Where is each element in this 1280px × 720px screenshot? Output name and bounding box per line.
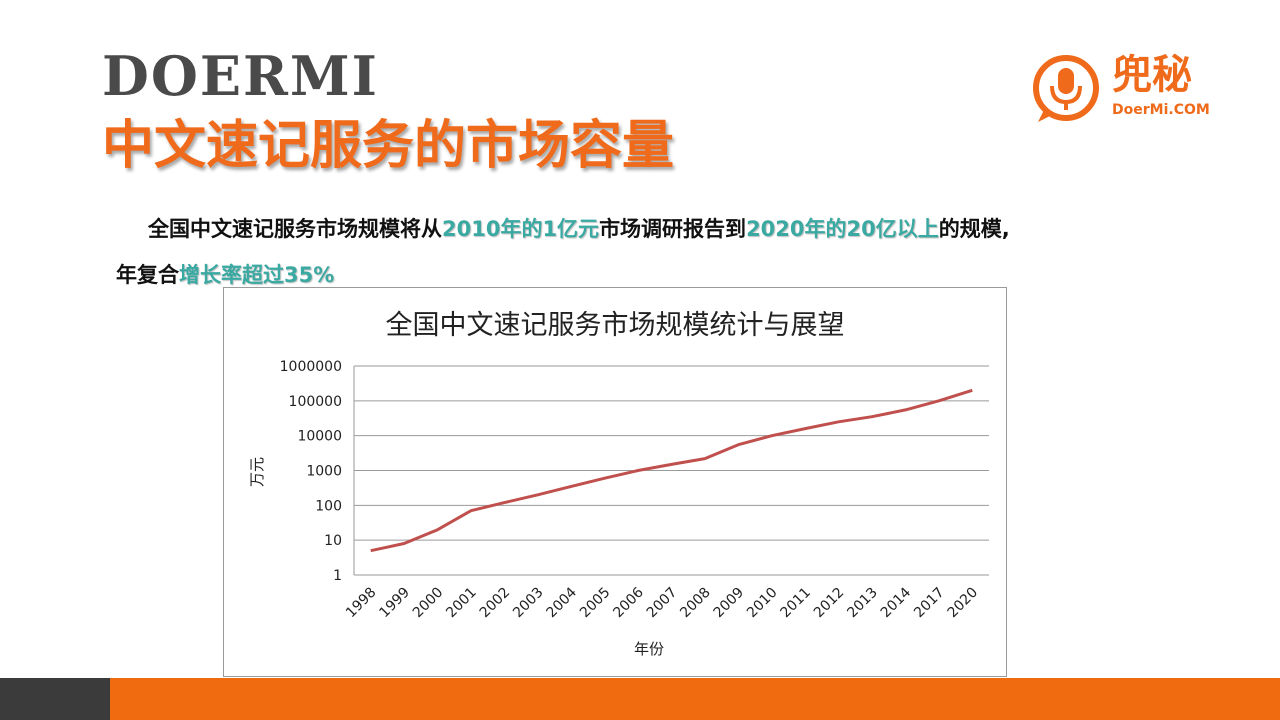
x-tick-label: 2000 xyxy=(410,585,447,622)
footer-bar-accent xyxy=(110,678,1280,720)
x-tick-label: 2007 xyxy=(644,585,681,622)
company-logo: 兜秘 DoerMi.COM xyxy=(1030,52,1220,124)
y-tick-label: 1000000 xyxy=(280,359,342,375)
x-tick-label: 2004 xyxy=(544,584,581,621)
x-tick-label: 2008 xyxy=(677,585,714,622)
intro-text: 全国中文速记服务市场规模将从 xyxy=(148,217,442,241)
footer-bar-dark xyxy=(0,678,110,720)
market-size-chart: 全国中文速记服务市场规模统计与展望 1 10 100 1000 10000 100000 1… xyxy=(223,287,1007,677)
brand-name: DOERMI xyxy=(102,44,379,108)
chart-canvas: 全国中文速记服务市场规模统计与展望 1 10 100 1000 10000 100000 1… xyxy=(248,310,989,658)
chart-title: 全国中文速记服务市场规模统计与展望 xyxy=(386,310,845,341)
page-title: 中文速记服务的市场容量 xyxy=(102,116,675,176)
x-tick-label: 2002 xyxy=(477,585,514,622)
intro-line-2: 年复合增长率超过35% xyxy=(116,263,334,287)
intro-highlight: 2020年的20亿以上 xyxy=(746,217,939,241)
intro-paragraph: 全国中文速记服务市场规模将从2010年的1亿元市场调研报告到2020年的20亿以… xyxy=(116,206,1196,298)
y-axis-label: 万元 xyxy=(248,457,266,487)
logo-name-en: DoerMi.COM xyxy=(1112,102,1210,118)
x-tick-label: 2013 xyxy=(844,585,881,622)
logo-name-cn: 兜秘 xyxy=(1112,52,1192,98)
intro-text: 的规模, xyxy=(938,217,1010,241)
intro-highlight: 增长率超过35% xyxy=(179,263,335,287)
x-tick-label: 2014 xyxy=(878,584,915,621)
x-tick-label: 1998 xyxy=(343,585,380,622)
x-tick-label: 1999 xyxy=(376,585,413,622)
y-tick-label: 1000 xyxy=(306,464,342,480)
x-tick-label: 2006 xyxy=(610,584,647,621)
y-tick-label: 100000 xyxy=(289,394,342,410)
x-tick-label: 2005 xyxy=(577,585,614,622)
x-tick-label: 2010 xyxy=(744,585,781,622)
intro-text: 市场调研报告到 xyxy=(599,217,747,241)
intro-line-1: 全国中文速记服务市场规模将从2010年的1亿元市场调研报告到2020年的20亿以… xyxy=(116,206,1196,252)
y-tick-label: 100 xyxy=(315,498,342,514)
x-tick-label: 2003 xyxy=(510,585,547,622)
x-tick-label: 2012 xyxy=(811,585,848,622)
intro-text: 年复合 xyxy=(116,263,179,287)
x-tick-label: 2009 xyxy=(711,585,748,622)
y-tick-label: 10000 xyxy=(297,429,342,445)
x-tick-label: 2017 xyxy=(911,585,948,622)
x-tick-label: 2011 xyxy=(777,585,814,622)
series-line xyxy=(370,388,973,553)
y-tick-label: 10 xyxy=(324,533,342,549)
x-axis-label: 年份 xyxy=(634,640,664,658)
y-tick-label: 1 xyxy=(333,568,342,584)
intro-highlight: 2010年的1亿元 xyxy=(442,217,600,241)
x-tick-label: 2020 xyxy=(945,585,982,622)
microphone-speech-bubble-icon xyxy=(1033,55,1099,122)
x-tick-label: 2001 xyxy=(443,585,480,622)
